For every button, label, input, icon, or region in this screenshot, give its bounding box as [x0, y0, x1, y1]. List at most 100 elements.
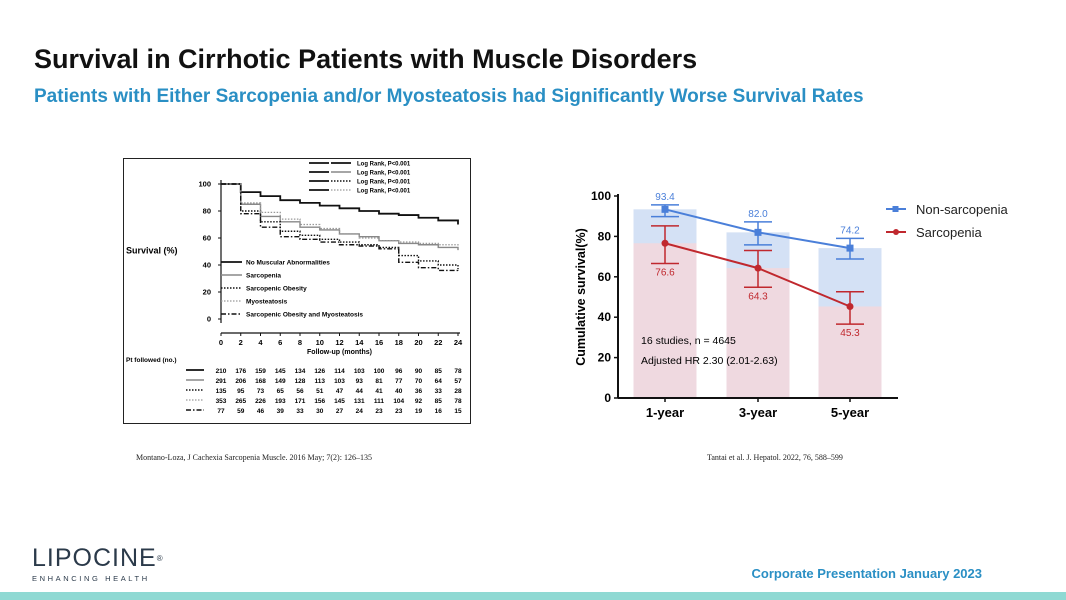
km-at-risk-value: 44: [356, 388, 364, 395]
km-at-risk-value: 265: [235, 398, 246, 405]
km-series-line: [221, 183, 459, 272]
meta-data-point: [754, 228, 762, 236]
km-y-axis-label: Survival (%): [126, 246, 178, 256]
meta-legend-marker: [892, 206, 899, 212]
meta-chart-frame: 0 20 40 60 80 100 1-year 3-year 5-year Cumulative…: [570, 180, 1020, 430]
km-at-risk-value: 30: [316, 408, 324, 415]
meta-x-tick-label: 5-year: [831, 405, 869, 420]
meta-bar: [633, 243, 697, 398]
km-x-tick-label: 2: [239, 338, 243, 347]
km-at-risk-value: 65: [277, 388, 285, 395]
km-x-tick-label: 20: [414, 338, 422, 347]
km-y-tick-label: 0: [207, 315, 211, 324]
meta-annotation: Adjusted HR 2.30 (2.01-2.63): [641, 355, 778, 367]
km-x-tick-label: 8: [298, 338, 302, 347]
km-at-risk-value: 33: [435, 388, 443, 395]
meta-data-point: [661, 239, 669, 247]
logo-registered-mark: ®: [156, 554, 164, 563]
meta-y-axis-label: Cumulative survival(%): [574, 228, 588, 366]
km-legend-label: Myosteatosis: [246, 299, 288, 306]
km-at-risk-value: 111: [374, 398, 385, 405]
km-at-risk-value: 92: [415, 398, 423, 405]
km-at-risk-value: 27: [336, 408, 344, 415]
km-x-tick-label: 10: [316, 338, 324, 347]
km-at-risk-value: 23: [395, 408, 403, 415]
km-at-risk-value: 168: [255, 378, 266, 385]
km-x-tick-label: 12: [335, 338, 343, 347]
km-at-risk-value: 15: [454, 408, 462, 415]
km-legend-label: Sarcopenia: [246, 273, 281, 280]
cumulative-survival-chart: 0 20 40 60 80 100 1-year 3-year 5-year Cumulative…: [574, 189, 1009, 420]
meta-data-point: [846, 302, 854, 310]
km-at-risk-value: 145: [334, 398, 345, 405]
km-at-risk-value: 93: [356, 378, 364, 385]
slide-subtitle: Patients with Either Sarcopenia and/or M…: [34, 86, 864, 107]
km-at-risk-value: 64: [435, 378, 443, 385]
meta-value-label: 76.6: [655, 267, 675, 278]
km-at-risk-value: 23: [375, 408, 383, 415]
meta-y-tick-label: 80: [598, 229, 612, 243]
km-at-risk-value: 28: [454, 388, 462, 395]
km-legend-label: Sarcopenic Obesity and Myosteatosis: [246, 312, 363, 319]
km-at-risk-value: 33: [296, 408, 304, 415]
km-at-risk-value: 39: [277, 408, 285, 415]
km-at-risk-value: 57: [454, 378, 462, 385]
km-at-risk-value: 353: [216, 398, 227, 405]
km-y-tick-label: 60: [203, 234, 211, 243]
km-at-risk-value: 41: [375, 388, 383, 395]
meta-legend-label: Non-sarcopenia: [916, 202, 1009, 217]
meta-value-label: 74.2: [840, 225, 860, 236]
km-at-risk-value: 171: [295, 398, 306, 405]
meta-value-label: 82.0: [748, 209, 768, 220]
km-at-risk-value: 156: [314, 398, 325, 405]
km-at-risk-value: 145: [275, 368, 286, 375]
km-at-risk-value: 113: [315, 378, 326, 385]
km-citation: Montano-Loza, J Cachexia Sarcopenia Musc…: [136, 453, 372, 462]
km-at-risk-value: 40: [395, 388, 403, 395]
km-legend-label: Sarcopenic Obesity: [246, 286, 307, 293]
km-x-tick-label: 14: [355, 338, 364, 347]
km-x-tick-label: 6: [278, 338, 282, 347]
km-x-tick-label: 0: [219, 338, 223, 347]
km-at-risk-value: 159: [255, 368, 266, 375]
km-at-risk-value: 59: [237, 408, 245, 415]
km-at-risk-label: Pt followed (no.): [126, 357, 177, 364]
km-y-tick-label: 100: [198, 180, 211, 189]
km-series-line: [221, 183, 459, 270]
km-at-risk-value: 291: [216, 378, 227, 385]
km-y-tick-label: 40: [203, 261, 211, 270]
km-x-tick-label: 4: [258, 338, 263, 347]
meta-annotation: 16 studies, n = 4645: [641, 335, 736, 347]
meta-x-tick-label: 3-year: [739, 405, 777, 420]
footer-band: [0, 592, 1066, 600]
km-logrank-label: Log Rank, P<0.001: [357, 171, 411, 177]
km-at-risk-value: 95: [237, 388, 245, 395]
km-at-risk-value: 70: [415, 378, 423, 385]
company-logo: LIPOCINE® ENHANCING HEALTH: [32, 546, 164, 584]
km-at-risk-value: 131: [354, 398, 365, 405]
km-at-risk-value: 176: [235, 368, 246, 375]
km-at-risk-value: 206: [235, 378, 246, 385]
meta-y-tick-label: 0: [604, 391, 611, 405]
km-at-risk-value: 51: [316, 388, 324, 395]
km-x-tick-label: 18: [395, 338, 403, 347]
km-at-risk-value: 210: [216, 368, 227, 375]
km-logrank-label: Log Rank, P<0.001: [357, 162, 411, 168]
km-at-risk-value: 96: [395, 368, 403, 375]
meta-value-label: 93.4: [655, 192, 675, 203]
meta-value-label: 64.3: [748, 291, 768, 302]
km-at-risk-value: 73: [257, 388, 265, 395]
meta-y-tick-label: 100: [591, 189, 611, 203]
slide-title: Survival in Cirrhotic Patients with Musc…: [34, 44, 698, 74]
km-x-tick-label: 22: [434, 338, 442, 347]
km-chart-frame: 0 20 40 60 80 100 0 2 4 6 8 10 12 14 16 18 20 22 24 Surviva…: [123, 158, 471, 424]
km-at-risk-value: 149: [275, 378, 286, 385]
km-logrank-label: Log Rank, P<0.001: [357, 189, 411, 195]
km-at-risk-value: 135: [216, 388, 227, 395]
meta-legend-label: Sarcopenia: [916, 225, 983, 240]
km-at-risk-value: 77: [395, 378, 403, 385]
km-at-risk-value: 47: [336, 388, 344, 395]
km-x-tick-label: 16: [375, 338, 383, 347]
km-y-tick-label: 20: [203, 288, 211, 297]
km-x-tick-label: 24: [454, 338, 463, 347]
